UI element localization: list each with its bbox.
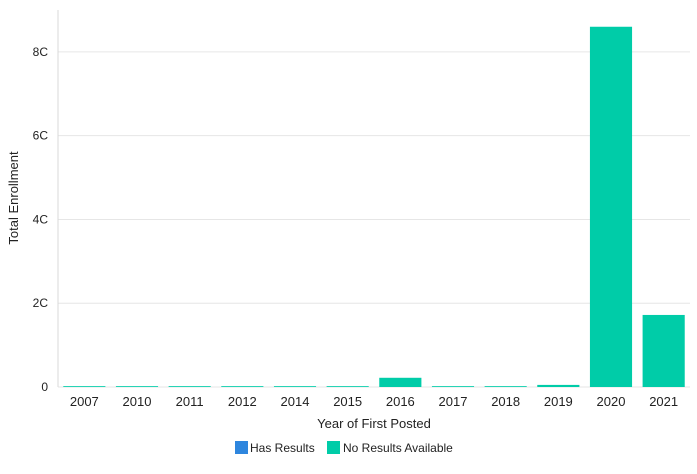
bar bbox=[168, 386, 211, 387]
x-tick-label: 2020 bbox=[597, 394, 626, 409]
y-tick-label: 8C bbox=[33, 45, 49, 59]
legend: Has Results No Results Available bbox=[235, 441, 453, 455]
bar bbox=[589, 26, 633, 388]
x-tick-label: 2010 bbox=[123, 394, 152, 409]
x-tick-label: 2007 bbox=[70, 394, 99, 409]
y-tick-label: 2C bbox=[33, 296, 49, 310]
y-tick-label: 6C bbox=[33, 129, 49, 143]
bar bbox=[115, 386, 159, 387]
x-tick-label: 2017 bbox=[439, 394, 468, 409]
legend-label: No Results Available bbox=[343, 441, 453, 455]
x-tick-label: 2021 bbox=[649, 394, 678, 409]
y-tick-labels: 0 2C 4C 6C 8C bbox=[33, 45, 49, 394]
x-tick-labels: 2007 2010 2011 2012 2014 2015 2016 2017 2018 2019… bbox=[70, 394, 678, 409]
x-tick-label: 2012 bbox=[228, 394, 257, 409]
y-tick-label: 0 bbox=[41, 380, 48, 394]
bars bbox=[63, 26, 685, 388]
x-tick-label: 2019 bbox=[544, 394, 573, 409]
x-tick-label: 2011 bbox=[176, 394, 204, 409]
bar bbox=[642, 314, 685, 387]
bar bbox=[537, 384, 580, 387]
y-tick-label: 4C bbox=[33, 212, 49, 226]
bar bbox=[484, 386, 527, 387]
bar bbox=[326, 386, 369, 387]
gridlines bbox=[58, 51, 690, 388]
x-tick-label: 2015 bbox=[333, 394, 362, 409]
legend-swatch bbox=[235, 441, 248, 454]
bar bbox=[273, 386, 317, 387]
bar bbox=[63, 386, 106, 387]
bar bbox=[431, 386, 475, 387]
bar bbox=[379, 377, 422, 387]
x-tick-label: 2016 bbox=[386, 394, 415, 409]
x-tick-label: 2014 bbox=[281, 394, 310, 409]
bar bbox=[221, 386, 264, 387]
x-axis-title: Year of First Posted bbox=[317, 416, 431, 431]
x-tick-label: 2018 bbox=[491, 394, 520, 409]
y-axis-title: Total Enrollment bbox=[6, 151, 21, 245]
legend-label: Has Results bbox=[250, 441, 315, 455]
legend-swatch bbox=[327, 441, 340, 454]
